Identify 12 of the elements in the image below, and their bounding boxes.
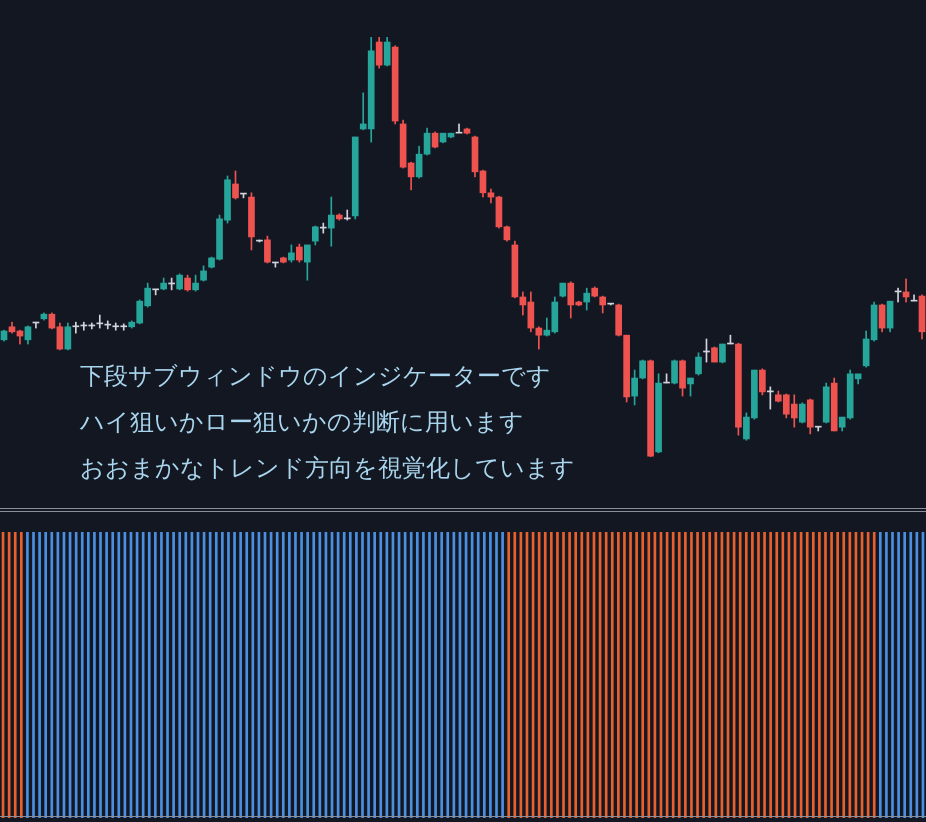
candlestick — [456, 124, 462, 134]
candlestick — [910, 294, 918, 302]
candlestick — [894, 288, 902, 302]
candlestick — [32, 322, 40, 328]
annotation: おおまかなトレンド方向を視覚化しています — [80, 454, 575, 482]
candlestick — [727, 334, 734, 344]
candlestick — [663, 374, 670, 384]
candlestick — [902, 278, 910, 302]
candlestick — [240, 192, 247, 198]
annotation: 下段サブウィンドウのインジケーターです — [80, 362, 551, 390]
annotation: ハイ狙いかロー狙いかの判断に用います — [79, 408, 524, 436]
candlestick — [703, 338, 710, 362]
